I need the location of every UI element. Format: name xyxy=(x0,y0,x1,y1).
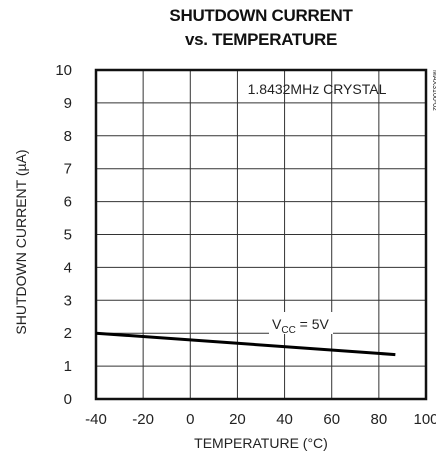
x-tick-label: 40 xyxy=(276,411,293,428)
crystal-annotation: 1.8432MHz CRYSTAL xyxy=(248,81,387,97)
x-tick-label: 80 xyxy=(371,411,388,428)
series: VCC = 5V xyxy=(95,312,396,357)
series-label: VCC = 5V xyxy=(272,316,330,336)
y-tick-label: 5 xyxy=(64,227,72,244)
y-tick-label: 6 xyxy=(64,194,72,211)
tick-labels: -40 -20 0 20 40 60 80 100 0 1 2 3 4 5 6 7 8 9 10 xyxy=(55,62,436,428)
x-tick-label: 60 xyxy=(323,411,340,428)
x-tick-label: -40 xyxy=(85,411,107,428)
y-tick-label: 10 xyxy=(55,62,72,79)
x-tick-label: 100 xyxy=(413,411,436,428)
series-label-bg xyxy=(269,312,333,334)
chart-title-line2: vs. TEMPERATURE xyxy=(185,30,337,49)
x-tick-label: 0 xyxy=(186,411,194,428)
grid xyxy=(96,70,426,399)
y-tick-label: 9 xyxy=(64,95,72,112)
figure-id: MAX3100-02 xyxy=(431,70,436,111)
y-tick-label: 0 xyxy=(64,391,72,408)
plot-frame xyxy=(94,68,428,401)
x-tick-label: 20 xyxy=(229,411,246,428)
chart-title-line1: SHUTDOWN CURRENT xyxy=(169,6,353,25)
y-tick-label: 2 xyxy=(64,325,72,342)
y-tick-label: 3 xyxy=(64,292,72,309)
x-tick-label: -20 xyxy=(132,411,154,428)
y-tick-label: 8 xyxy=(64,128,72,145)
y-tick-label: 4 xyxy=(64,259,72,276)
y-tick-label: 7 xyxy=(64,161,72,178)
y-tick-label: 1 xyxy=(64,358,72,375)
y-axis-label: SHUTDOWN CURRENT (µA) xyxy=(13,149,29,334)
series-line-vcc-5v xyxy=(95,331,396,357)
x-axis-label: TEMPERATURE (°C) xyxy=(194,435,328,451)
